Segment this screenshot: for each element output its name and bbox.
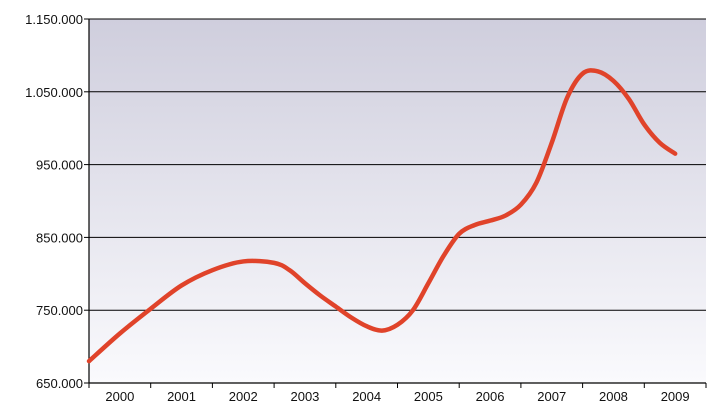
- y-tick-label: 950.000: [36, 158, 83, 173]
- y-tick-label: 650.000: [36, 376, 83, 391]
- series-line: [86, 68, 678, 364]
- y-tick-label: 750.000: [36, 303, 83, 318]
- x-tick-label: 2000: [105, 389, 134, 403]
- plot-area: [89, 19, 706, 383]
- x-tick-label: 2003: [290, 389, 319, 403]
- x-tick-label: 2007: [537, 389, 566, 403]
- y-tick-label: 1.150.000: [25, 12, 83, 27]
- x-tick-label: 2004: [352, 389, 381, 403]
- x-tick-label: 2002: [229, 389, 258, 403]
- y-tick-label: 1.050.000: [25, 85, 83, 100]
- x-tick-label: 2001: [167, 389, 196, 403]
- x-tick-label: 2006: [476, 389, 505, 403]
- x-tick-label: 2008: [599, 389, 628, 403]
- y-tick-label: 850.000: [36, 230, 83, 245]
- x-tick-label: 2005: [414, 389, 443, 403]
- x-tick-label: 2009: [661, 389, 690, 403]
